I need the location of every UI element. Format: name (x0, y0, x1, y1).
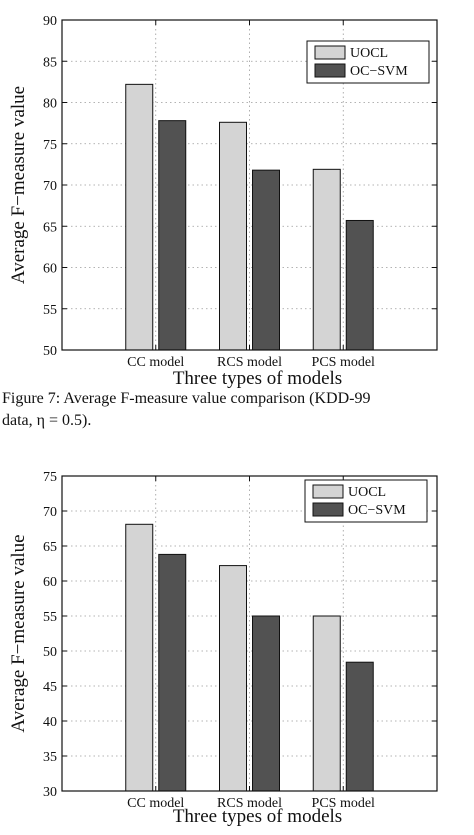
figure-caption: Figure 7: Average F-measure value compar… (2, 388, 474, 432)
caption-line-2: data, η = 0.5). (2, 412, 92, 429)
x-tick-label: PCS model (312, 355, 376, 370)
legend-label-uocl: UOCL (350, 46, 388, 61)
x-tick-label: PCS model (312, 796, 376, 811)
y-tick-label: 70 (43, 505, 57, 520)
bar-uocl (125, 83, 154, 351)
y-tick-label: 75 (43, 138, 57, 153)
y-tick-label: 45 (43, 680, 57, 695)
caption-line-1: Figure 7: Average F-measure value compar… (2, 390, 371, 407)
legend: UOCL OC−SVM (304, 479, 428, 523)
y-tick-label: 70 (43, 179, 57, 194)
y-tick-label: 60 (43, 575, 57, 590)
bar-uocl (219, 121, 247, 351)
chart-figure-8: 30 35 40 45 50 55 60 65 70 75 CC model RCS model PCS… (8, 470, 438, 827)
y-tick-label: 65 (43, 540, 57, 555)
bar-ocsvm (158, 553, 187, 792)
y-tick-label: 40 (43, 715, 57, 730)
x-axis-title: Three types of models (173, 806, 342, 827)
bar-uocl (312, 168, 341, 351)
bar-uocl (125, 523, 154, 792)
bar-ocsvm (252, 169, 280, 351)
bar-ocsvm (345, 219, 374, 351)
y-axis-title: Average F−measure value (8, 534, 29, 732)
y-tick-label: 80 (43, 97, 57, 112)
x-axis-title: Three types of models (173, 368, 342, 389)
y-tick-label: 55 (43, 303, 57, 318)
legend-swatch-ocsvm (314, 63, 346, 78)
bar-ocsvm (158, 120, 187, 351)
legend-label-ocsvm: OC−SVM (348, 503, 406, 518)
x-tick-label: RCS model (217, 355, 282, 370)
y-tick-label: 55 (43, 610, 57, 625)
y-tick-label: 90 (43, 14, 57, 29)
bar-ocsvm (252, 615, 280, 792)
y-tick-label: 35 (43, 750, 57, 765)
y-tick-label: 85 (43, 55, 57, 70)
y-tick-label: 75 (43, 470, 57, 485)
y-tick-label: 50 (43, 645, 57, 660)
y-tick-label: 50 (43, 344, 57, 359)
bar-uocl (219, 565, 247, 792)
legend-swatch-uocl (312, 484, 344, 499)
bar-uocl (312, 615, 341, 792)
legend-label-uocl: UOCL (348, 485, 386, 500)
legend-label-ocsvm: OC−SVM (350, 64, 408, 79)
y-tick-label: 30 (43, 785, 57, 800)
chart-figure-7: 50 55 60 65 70 75 80 85 90 CC model RCS model PCS m… (8, 14, 438, 389)
x-tick-label: CC model (127, 355, 184, 370)
legend-swatch-ocsvm (312, 502, 344, 517)
y-axis-title: Average F−measure value (8, 86, 29, 284)
legend: UOCL OC−SVM (306, 40, 430, 84)
x-tick-label: CC model (127, 796, 184, 811)
y-tick-label: 60 (43, 262, 57, 277)
x-tick-label: RCS model (217, 796, 282, 811)
legend-swatch-uocl (314, 45, 346, 60)
bar-ocsvm (345, 661, 374, 792)
y-tick-label: 65 (43, 220, 57, 235)
